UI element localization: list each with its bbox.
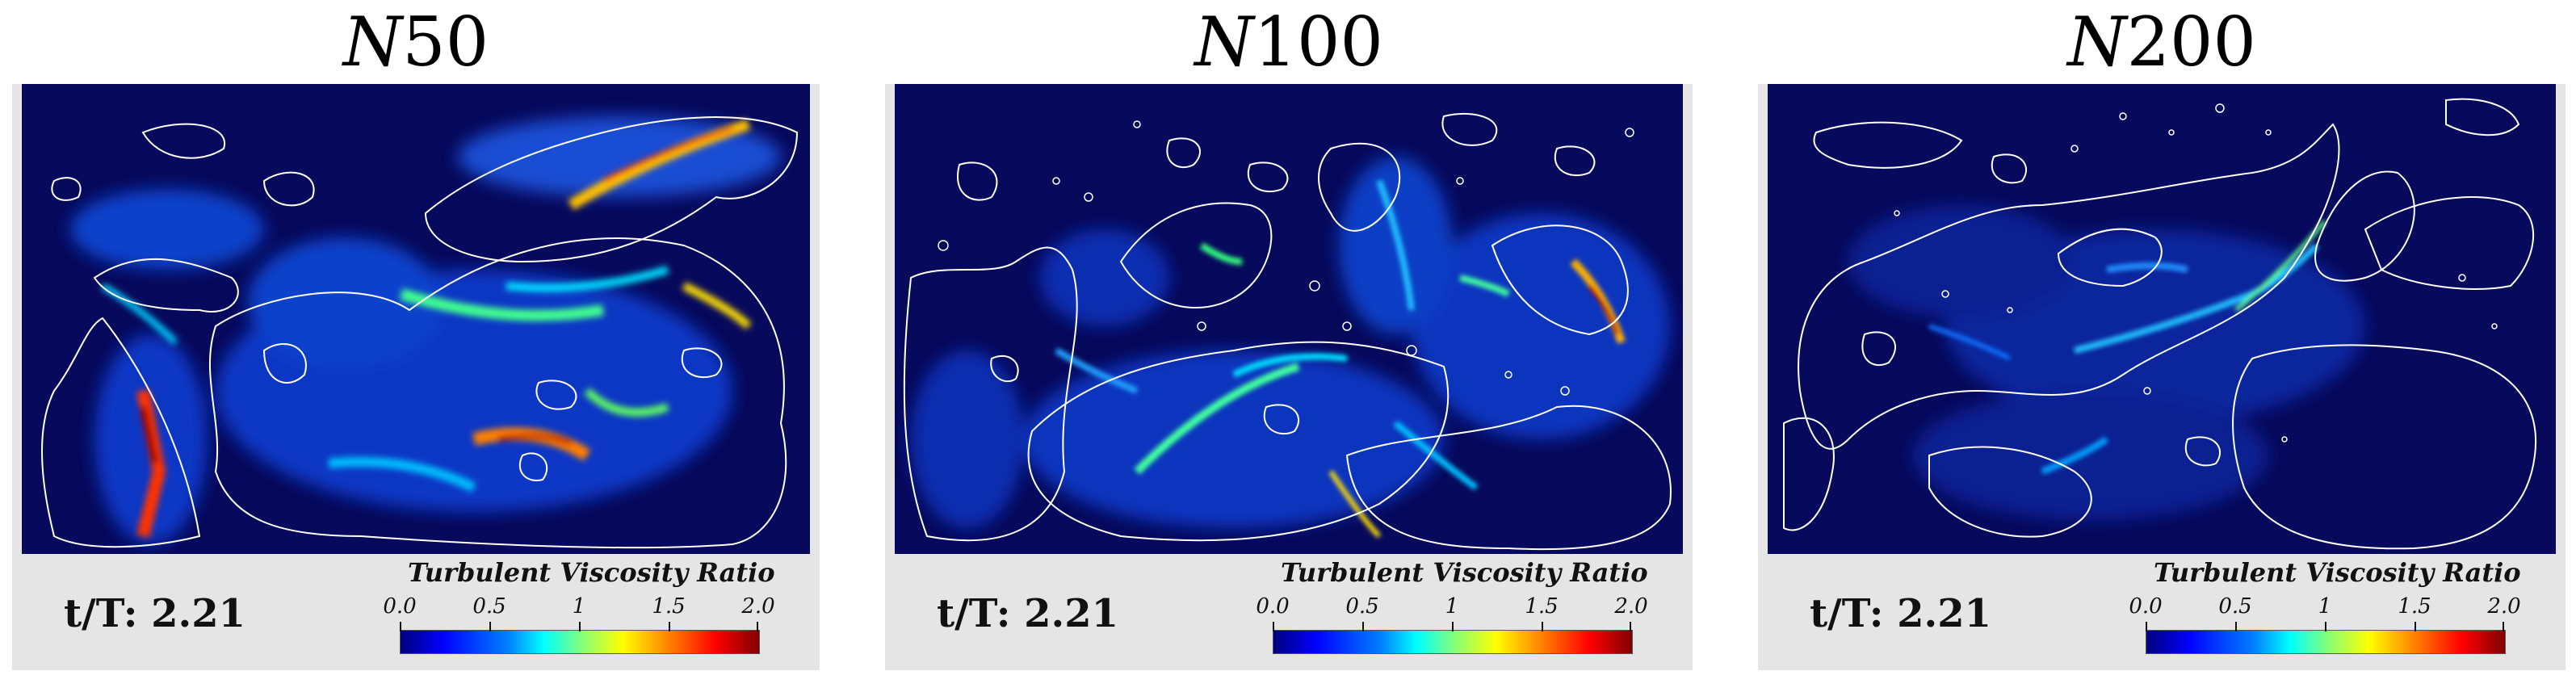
colorbar-title: Turbulent Viscosity Ratio bbox=[408, 557, 775, 588]
colorbar-tick: 0.5 bbox=[472, 594, 506, 619]
panel-title: N100 bbox=[885, 2, 1693, 82]
colorbar-tick-mark bbox=[669, 622, 670, 631]
colorbar-tick-mark bbox=[2503, 622, 2504, 631]
colorbar-ticks: 0.0 0.5 1 1.5 2.0 bbox=[383, 594, 789, 622]
colorbar-tick-mark bbox=[2414, 622, 2416, 631]
colorbar-tick-mark bbox=[1273, 622, 1274, 631]
title-number: 200 bbox=[2126, 2, 2256, 82]
time-label: t/T: 2.21 bbox=[1810, 591, 1992, 636]
render-frame: t/T: 2.21 Turbulent Viscosity Ratio 0.0 … bbox=[12, 84, 820, 670]
title-prefix: N bbox=[342, 2, 403, 82]
title-number: 50 bbox=[402, 2, 489, 82]
colorbar-ticks: 0.0 0.5 1 1.5 2.0 bbox=[1256, 594, 1662, 622]
colorbar bbox=[400, 630, 760, 654]
panel-n100: N100 bbox=[885, 0, 1693, 688]
colorbar-tick: 2.0 bbox=[2487, 594, 2521, 619]
colorbar-tick-mark bbox=[1630, 622, 1631, 631]
colorbar bbox=[2146, 630, 2506, 654]
viscosity-field bbox=[895, 84, 1683, 554]
render-frame: t/T: 2.21 Turbulent Viscosity Ratio 0.0 … bbox=[885, 84, 1693, 670]
field-plot bbox=[895, 84, 1683, 554]
colorbar-tick: 1 bbox=[572, 594, 586, 619]
title-prefix: N bbox=[2067, 2, 2127, 82]
field-plot bbox=[22, 84, 810, 554]
colorbar-tick: 0.0 bbox=[383, 594, 417, 619]
colorbar-tick-mark bbox=[1452, 622, 1454, 631]
time-label: t/T: 2.21 bbox=[64, 591, 246, 636]
colorbar-tick-mark bbox=[1362, 622, 1364, 631]
title-prefix: N bbox=[1194, 2, 1254, 82]
render-frame: t/T: 2.21 Turbulent Viscosity Ratio 0.0 … bbox=[1758, 84, 2566, 670]
colorbar-tick: 1.5 bbox=[1525, 594, 1559, 619]
colorbar-tick-mark bbox=[757, 622, 758, 631]
colorbar-tick-mark bbox=[400, 622, 401, 631]
colorbar-tick-mark bbox=[2146, 622, 2147, 631]
time-label: t/T: 2.21 bbox=[937, 591, 1119, 636]
colorbar-tick: 1 bbox=[2318, 594, 2332, 619]
panel-n200: N200 bbox=[1758, 0, 2566, 688]
viscosity-field bbox=[22, 84, 810, 554]
panel-title: N200 bbox=[1758, 2, 2566, 82]
colorbar-ticks: 0.0 0.5 1 1.5 2.0 bbox=[2129, 594, 2535, 622]
colorbar-tick-mark bbox=[489, 622, 491, 631]
colorbar-tick: 0.0 bbox=[2129, 594, 2163, 619]
colorbar-title: Turbulent Viscosity Ratio bbox=[2154, 557, 2521, 588]
colorbar-tick: 0.5 bbox=[1345, 594, 1379, 619]
colorbar-tick: 0.0 bbox=[1256, 594, 1290, 619]
panel-n50: N50 bbox=[12, 0, 820, 688]
colorbar-tick-mark bbox=[2235, 622, 2237, 631]
field-plot bbox=[1768, 84, 2556, 554]
colorbar-tick: 2.0 bbox=[1614, 594, 1648, 619]
colorbar-tick-mark bbox=[1542, 622, 1543, 631]
colorbar-tick: 1.5 bbox=[652, 594, 686, 619]
colorbar-tick: 0.5 bbox=[2218, 594, 2252, 619]
colorbar-tick-mark bbox=[2325, 622, 2326, 631]
colorbar-title: Turbulent Viscosity Ratio bbox=[1281, 557, 1648, 588]
colorbar-tick-mark bbox=[579, 622, 581, 631]
colorbar-tick: 1 bbox=[1445, 594, 1459, 619]
colorbar bbox=[1273, 630, 1633, 654]
viscosity-field bbox=[1768, 84, 2556, 554]
colorbar-tick: 2.0 bbox=[741, 594, 775, 619]
panel-title: N50 bbox=[12, 2, 820, 82]
title-number: 100 bbox=[1253, 2, 1383, 82]
colorbar-tick: 1.5 bbox=[2398, 594, 2431, 619]
